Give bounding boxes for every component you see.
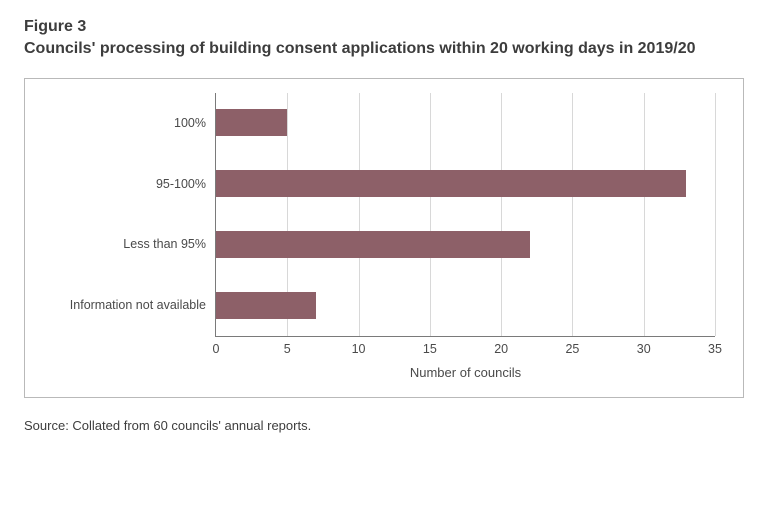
bar xyxy=(216,170,686,197)
bar xyxy=(216,292,316,319)
gridline xyxy=(501,93,502,336)
bar xyxy=(216,109,287,136)
x-tick-label: 25 xyxy=(565,342,579,356)
x-tick-label: 35 xyxy=(708,342,722,356)
x-axis-title: Number of councils xyxy=(410,365,521,380)
y-category-label: Information not available xyxy=(26,298,216,312)
x-tick-label: 15 xyxy=(423,342,437,356)
gridline xyxy=(572,93,573,336)
bar xyxy=(216,231,530,258)
x-tick-label: 10 xyxy=(352,342,366,356)
y-category-label: Less than 95% xyxy=(26,237,216,251)
y-category-label: 100% xyxy=(26,116,216,130)
gridline xyxy=(644,93,645,336)
gridline xyxy=(715,93,716,336)
gridline xyxy=(430,93,431,336)
chart-plot-area: Number of councils 05101520253035100%95-… xyxy=(215,93,715,337)
figure-container: Figure 3 Councils' processing of buildin… xyxy=(0,0,768,445)
x-tick-label: 5 xyxy=(284,342,291,356)
figure-title: Councils' processing of building consent… xyxy=(24,38,704,60)
x-tick-label: 0 xyxy=(213,342,220,356)
chart-box: Number of councils 0 5 10 15 20 25 30 35 100% 95-… xyxy=(24,78,744,398)
gridline xyxy=(359,93,360,336)
y-category-label: 95-100% xyxy=(26,177,216,191)
x-tick-label: 30 xyxy=(637,342,651,356)
x-tick-label: 20 xyxy=(494,342,508,356)
source-note: Source: Collated from 60 councils' annua… xyxy=(24,418,744,433)
figure-number: Figure 3 xyxy=(24,18,744,36)
